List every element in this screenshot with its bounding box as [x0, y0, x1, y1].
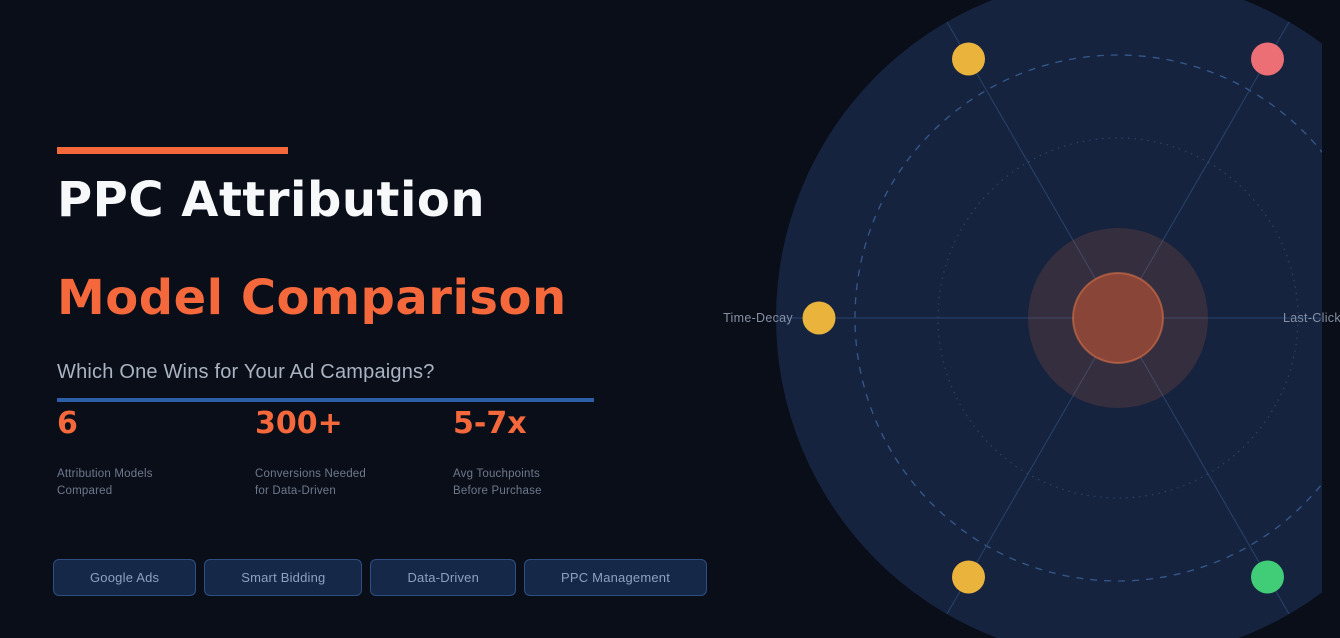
stat-touchpoints: 5-7x Avg Touchpoints Before Purchase [453, 409, 651, 501]
accent-bar [57, 147, 288, 154]
tags-row: Google Ads Smart Bidding Data-Driven PPC… [53, 559, 708, 596]
subtitle: Which One Wins for Your Ad Campaigns? [57, 361, 435, 383]
label-last-click: Last-Click [1283, 311, 1340, 325]
page-title-line2: Model Comparison [57, 270, 567, 326]
dot-top-left [952, 42, 985, 76]
stat-label-line: Attribution Models [57, 468, 153, 480]
center-core [1072, 272, 1164, 364]
stat-label: Avg Touchpoints Before Purchase [453, 466, 651, 501]
tag-ppc-management[interactable]: PPC Management [524, 559, 708, 596]
hero-content: PPC Attribution Model Comparison Which O… [53, 147, 708, 596]
stat-value: 300+ [255, 406, 343, 441]
stat-value: 5-7x [453, 406, 527, 441]
stat-label-line: Compared [57, 485, 113, 498]
stat-value: 6 [57, 406, 78, 441]
stat-label: Conversions Needed for Data-Driven [255, 466, 453, 501]
stat-conversions: 300+ Conversions Needed for Data-Driven [255, 409, 453, 501]
right-edge-strip [1322, 0, 1340, 638]
divider-line [57, 398, 594, 402]
stat-label-line: Before Purchase [453, 485, 542, 498]
dot-bottom-right [1251, 560, 1284, 594]
stats-row: 6 Attribution Models Compared 300+ Conve… [57, 409, 651, 501]
stat-label: Attribution Models Compared [57, 466, 255, 501]
tag-smart-bidding[interactable]: Smart Bidding [204, 559, 363, 596]
stat-label-line: for Data-Driven [255, 485, 336, 498]
tag-data-driven[interactable]: Data-Driven [370, 559, 517, 596]
dot-bottom-left [952, 560, 985, 594]
page-title-line1: PPC Attribution [57, 172, 486, 228]
orbit-ring-dashed [854, 54, 1340, 582]
stat-models: 6 Attribution Models Compared [57, 409, 255, 501]
stat-label-line: Avg Touchpoints [453, 468, 540, 480]
dot-left-time-decay [802, 301, 836, 335]
tag-google-ads[interactable]: Google Ads [53, 559, 197, 596]
stat-label-line: Conversions Needed [255, 468, 366, 480]
dot-top-right [1251, 42, 1284, 76]
label-time-decay: Time-Decay [723, 311, 793, 325]
orbit-disc [776, 0, 1340, 638]
